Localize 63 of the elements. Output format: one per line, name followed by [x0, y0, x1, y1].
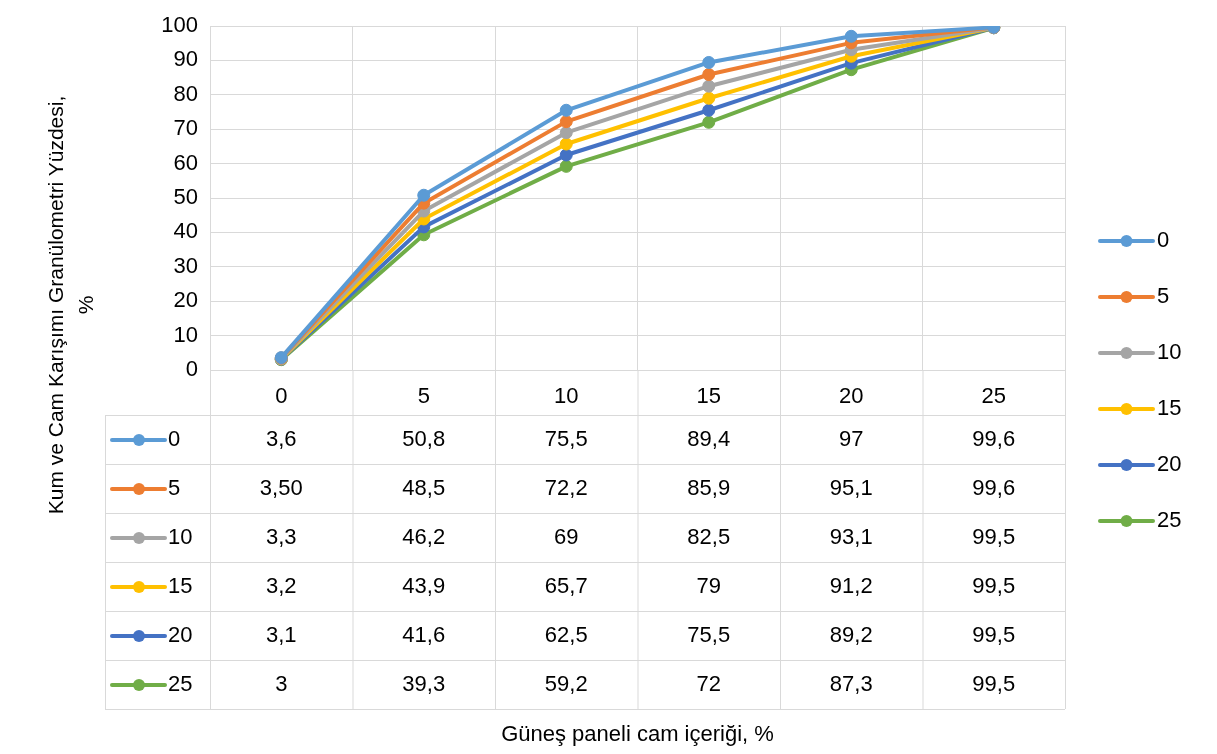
data-label: 3 [275, 670, 288, 696]
data-label: 3,2 [265, 572, 297, 598]
y-tick-label: 30 [173, 252, 198, 278]
y-tick-label: 50 [173, 184, 198, 210]
data-label: 95,1 [829, 474, 873, 500]
y-tick-label: 80 [173, 80, 198, 106]
legend-label: 25 [1157, 507, 1182, 533]
y-axis-title: Kum ve Cam Karışımı Granülometri Yüzdesi, % [43, 95, 97, 515]
data-label: 79 [696, 572, 721, 598]
x-tick-label: 5 [417, 383, 430, 409]
data-label: 50,8 [402, 425, 446, 451]
data-label: 85,9 [687, 474, 731, 500]
data-label: 3,6 [265, 425, 297, 451]
data-label: 48,5 [402, 474, 446, 500]
y-tick-label: 20 [173, 287, 198, 313]
y-tick-label: 90 [173, 46, 198, 72]
x-tick-label: 10 [554, 383, 579, 409]
data-label: 62,5 [544, 621, 588, 647]
data-label: 99,5 [972, 670, 1016, 696]
data-label: 75,5 [544, 425, 588, 451]
data-label: 3,50 [259, 474, 303, 500]
data-label: 99,5 [972, 572, 1016, 598]
data-label: 89,4 [687, 425, 731, 451]
x-tick-label: 25 [981, 383, 1006, 409]
y-tick-label: 60 [173, 149, 198, 175]
category-label: 5 [1157, 283, 1170, 309]
legend-label: 5 [168, 474, 181, 500]
data-label: 89,2 [829, 621, 873, 647]
x-tick-label: 15 [696, 383, 721, 409]
data-label: 75,5 [687, 621, 731, 647]
data-label: 99,5 [972, 621, 1016, 647]
data-label: 99,5 [972, 523, 1016, 549]
data-label: 72,2 [544, 474, 588, 500]
data-label: 46,2 [402, 523, 446, 549]
data-label: 99,6 [972, 474, 1016, 500]
data-label: 93,1 [829, 523, 873, 549]
y-tick-label: 10 [173, 321, 198, 347]
y-tick-label: 0 [185, 356, 198, 382]
data-label: 91,2 [829, 572, 873, 598]
data-label: 65,7 [544, 572, 588, 598]
data-label: 72 [696, 670, 721, 696]
data-label: 97 [839, 425, 864, 451]
data-label: 69 [554, 523, 579, 549]
data-label: 87,3 [829, 670, 873, 696]
data-label: 39,3 [402, 670, 446, 696]
text: 15 [168, 572, 193, 598]
text: 25 [168, 670, 193, 696]
legend-label: 20 [1157, 451, 1182, 477]
y-tick-label: 100 [161, 12, 198, 38]
data-label: 3,3 [265, 523, 297, 549]
category-label: 0 [1157, 227, 1170, 253]
y-tick-label: 40 [173, 218, 198, 244]
data-label: 41,6 [402, 621, 446, 647]
data-label: 43,9 [402, 572, 446, 598]
x-tick-label: 0 [275, 383, 288, 409]
data-label: 82,5 [687, 523, 731, 549]
x-tick-label: 20 [839, 383, 864, 409]
data-label: 99,6 [972, 425, 1016, 451]
data-label: 59,2 [544, 670, 588, 696]
y-tick-label: 70 [173, 115, 198, 141]
legend-label: 10 [1157, 339, 1182, 365]
data-label: 3,1 [265, 621, 297, 647]
text: Güneş paneli cam içeriği, % [501, 721, 774, 747]
